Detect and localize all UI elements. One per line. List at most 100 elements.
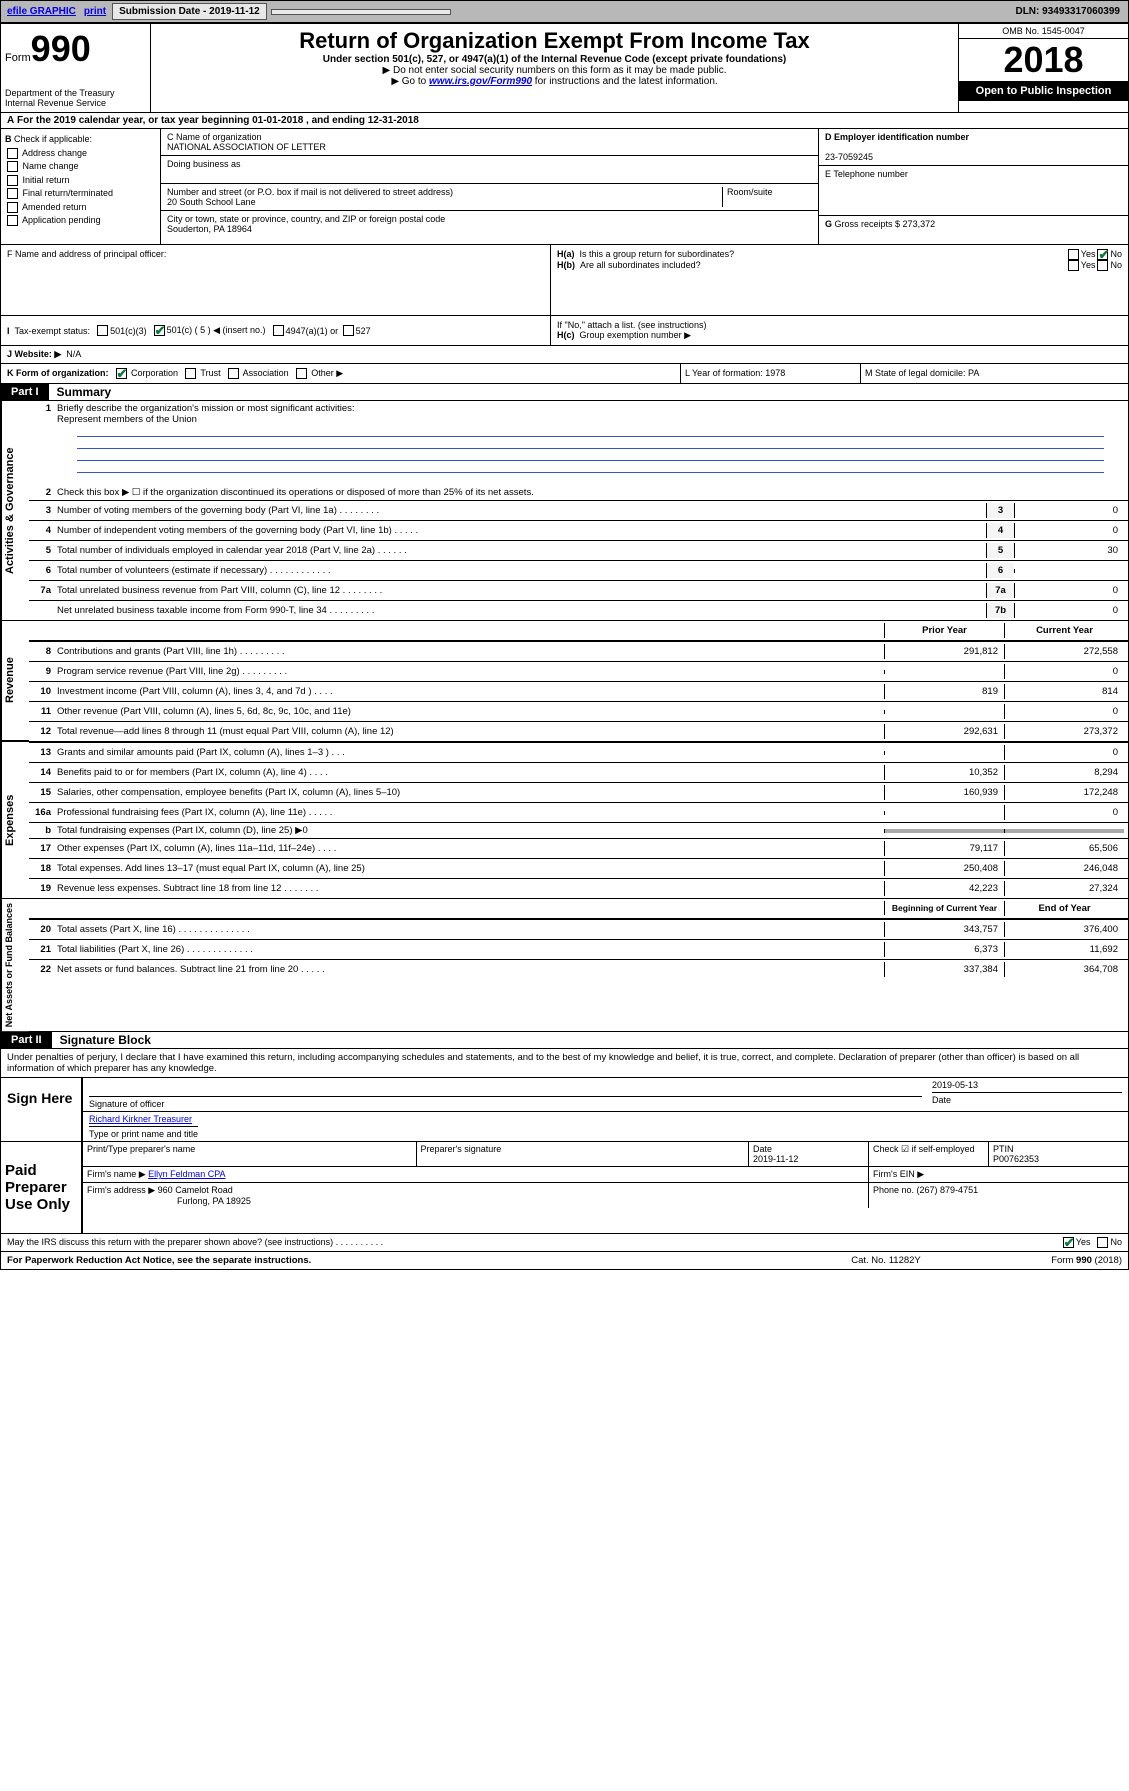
top-bar: efile GRAPHIC print Submission Date - 20… — [0, 0, 1129, 23]
a-line: A For the 2019 calendar year, or tax yea… — [1, 113, 1128, 129]
current-val: 27,324 — [1004, 881, 1124, 896]
gross-receipts: Gross receipts $ 273,372 — [835, 219, 936, 229]
footer-mid: Cat. No. 11282Y — [851, 1255, 1051, 1266]
vtab-netassets: Net Assets or Fund Balances — [1, 899, 29, 1031]
k-label: K Form of organization: — [7, 368, 109, 378]
current-val: 8,294 — [1004, 765, 1124, 780]
b-label: Check if applicable: — [14, 134, 92, 144]
line-val: 0 — [1014, 583, 1124, 598]
vtab-governance: Activities & Governance — [1, 401, 29, 620]
prior-val: 42,223 — [884, 881, 1004, 896]
col-begin: Beginning of Current Year — [884, 901, 1004, 915]
col-end: End of Year — [1004, 901, 1124, 916]
prior-val: 819 — [884, 684, 1004, 699]
line-text: Salaries, other compensation, employee b… — [57, 787, 884, 798]
f-officer: F Name and address of principal officer: — [1, 245, 551, 315]
part2-header: Part II — [1, 1032, 52, 1048]
firm-name[interactable]: Ellyn Feldman CPA — [148, 1169, 225, 1179]
line-text: Net unrelated business taxable income fr… — [57, 605, 986, 616]
prior-val: 6,373 — [884, 942, 1004, 957]
line-text: Revenue less expenses. Subtract line 18 … — [57, 883, 884, 894]
irs-text: Internal Revenue Service — [5, 98, 146, 108]
col-prior: Prior Year — [884, 623, 1004, 638]
part1-header: Part I — [1, 384, 49, 400]
print-link[interactable]: print — [84, 6, 106, 17]
paid-h1: Print/Type preparer's name — [83, 1142, 416, 1167]
line-text: Total expenses. Add lines 13–17 (must eq… — [57, 863, 884, 874]
current-val: 0 — [1004, 745, 1124, 760]
street-value: 20 South School Lane — [167, 197, 256, 207]
paid-h4: Check ☑ if self-employed — [868, 1142, 988, 1167]
prior-val: 337,384 — [884, 962, 1004, 977]
line-text: Net assets or fund balances. Subtract li… — [57, 964, 884, 975]
street-label: Number and street (or P.O. box if mail i… — [167, 187, 453, 197]
prior-val: 79,117 — [884, 841, 1004, 856]
sign-here-label: Sign Here — [1, 1078, 81, 1141]
line-text: Total liabilities (Part X, line 26) . . … — [57, 944, 884, 955]
subtitle-1: Under section 501(c), 527, or 4947(a)(1)… — [155, 54, 954, 65]
current-val: 0 — [1004, 704, 1124, 719]
prior-val — [884, 710, 1004, 714]
current-val: 11,692 — [1004, 942, 1124, 957]
current-val: 65,506 — [1004, 841, 1124, 856]
room-label: Room/suite — [722, 187, 812, 207]
line-text: Other revenue (Part VIII, column (A), li… — [57, 706, 884, 717]
line-text: Total number of volunteers (estimate if … — [57, 565, 986, 576]
d-label: D Employer identification number — [825, 132, 969, 142]
current-val: 272,558 — [1004, 644, 1124, 659]
line-text: Professional fundraising fees (Part IX, … — [57, 807, 884, 818]
line-text: Program service revenue (Part VIII, line… — [57, 666, 884, 677]
current-val: 273,372 — [1004, 724, 1124, 739]
firm-ein-label: Firm's EIN ▶ — [868, 1167, 1128, 1183]
line-val: 0 — [1014, 603, 1124, 618]
j-label: J Website: ▶ — [7, 349, 61, 359]
line-text: Total revenue—add lines 8 through 11 (mu… — [57, 726, 884, 737]
i-label: Tax-exempt status: — [15, 326, 91, 336]
irs-link[interactable]: www.irs.gov/Form990 — [429, 76, 532, 87]
part1-title: Summary — [57, 385, 112, 399]
firm-address: 960 Camelot Road — [158, 1185, 233, 1195]
line-val — [1014, 569, 1124, 573]
dln-text: DLN: 93493317060399 — [1015, 6, 1126, 17]
line-text: Total fundraising expenses (Part IX, col… — [57, 825, 884, 836]
discuss-text: May the IRS discuss this return with the… — [7, 1237, 1061, 1248]
officer-name[interactable]: Richard Kirkner Treasurer — [89, 1114, 192, 1124]
line-text: Number of voting members of the governin… — [57, 505, 986, 516]
ptin-value: P00762353 — [993, 1154, 1039, 1164]
blank-btn[interactable] — [271, 9, 451, 15]
paid-preparer-label: Paid Preparer Use Only — [1, 1142, 81, 1233]
prep-date: 2019-11-12 — [753, 1154, 798, 1164]
prior-val: 343,757 — [884, 922, 1004, 937]
current-val: 364,708 — [1004, 962, 1124, 977]
current-val: 172,248 — [1004, 785, 1124, 800]
submission-date-btn[interactable]: Submission Date - 2019-11-12 — [112, 3, 267, 20]
c-name-label: C Name of organization — [167, 132, 262, 142]
name-title-label: Type or print name and title — [89, 1129, 198, 1139]
prior-val: 10,352 — [884, 765, 1004, 780]
current-val: 0 — [1004, 805, 1124, 820]
prior-val — [884, 811, 1004, 815]
line-text: Benefits paid to or for members (Part IX… — [57, 767, 884, 778]
omb-number: OMB No. 1545-0047 — [959, 24, 1128, 39]
form-label: Form — [5, 52, 31, 64]
vtab-revenue: Revenue — [1, 621, 29, 741]
city-value: Souderton, PA 18964 — [167, 224, 252, 234]
efile-link[interactable]: efile GRAPHIC — [7, 6, 76, 17]
org-name: NATIONAL ASSOCIATION OF LETTER — [167, 142, 326, 152]
line-text: Total unrelated business revenue from Pa… — [57, 585, 986, 596]
tax-year: 2018 — [959, 39, 1128, 81]
line-val: 0 — [1014, 523, 1124, 538]
prior-val — [884, 751, 1004, 755]
declaration-text: Under penalties of perjury, I declare th… — [1, 1049, 1128, 1078]
dba-label: Doing business as — [167, 159, 241, 169]
header: Form990 Department of the Treasury Inter… — [1, 24, 1128, 113]
dept-text: Department of the Treasury — [5, 88, 146, 98]
col-current: Current Year — [1004, 623, 1124, 638]
sig-officer-label: Signature of officer — [89, 1099, 164, 1109]
prior-val: 250,408 — [884, 861, 1004, 876]
form-number: 990 — [31, 28, 91, 69]
paid-h2: Preparer's signature — [416, 1142, 749, 1167]
footer-right: Form 990 (2018) — [1051, 1255, 1122, 1266]
q2-text: Check this box ▶ ☐ if the organization d… — [57, 487, 1124, 498]
part2-title: Signature Block — [60, 1033, 151, 1047]
